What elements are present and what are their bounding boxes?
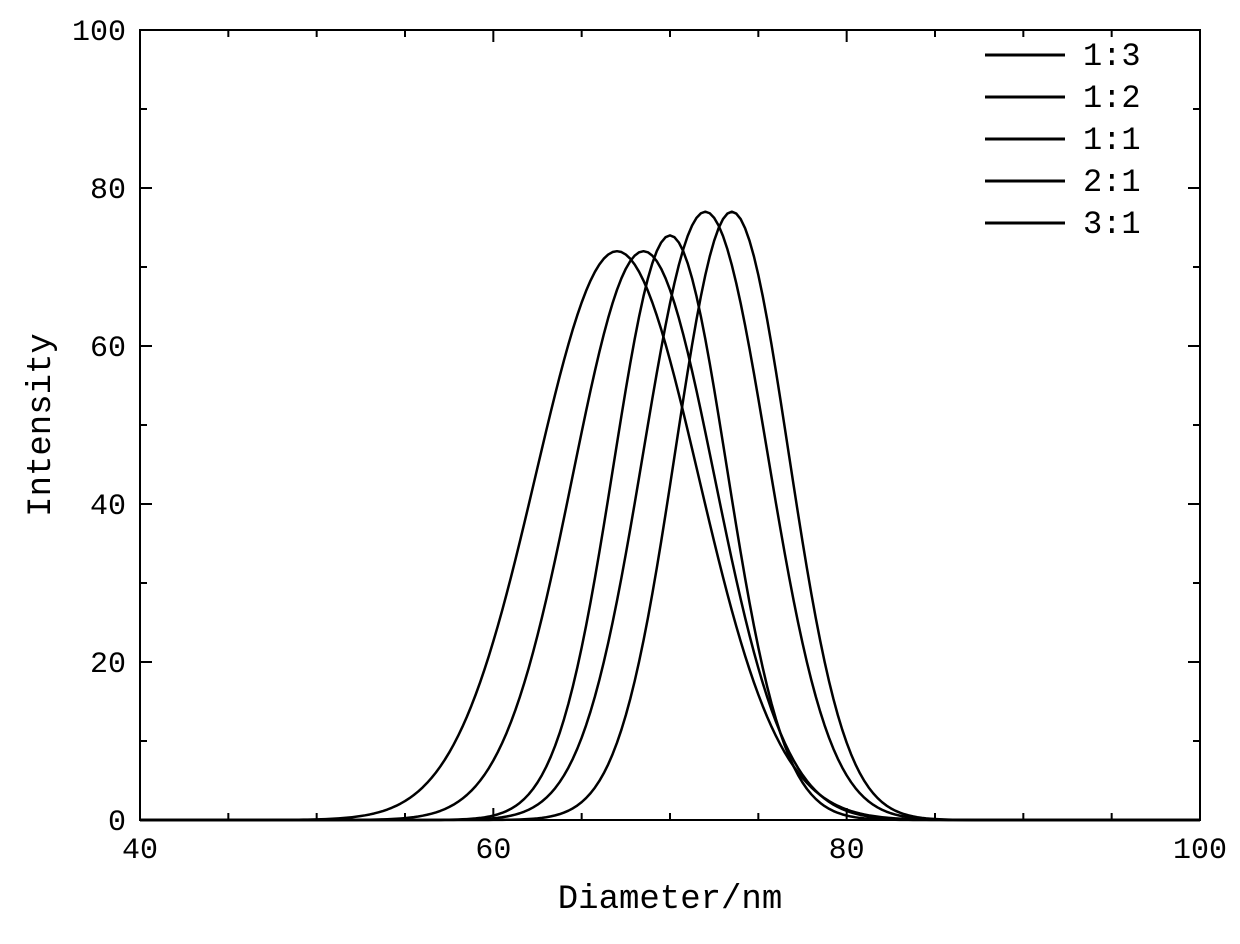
- y-tick-label: 0: [108, 806, 126, 840]
- y-tick-label: 20: [90, 648, 126, 682]
- legend-label-2: 1:1: [1083, 122, 1141, 159]
- y-tick-label: 100: [72, 16, 126, 50]
- series-line-2: [140, 235, 1200, 820]
- legend-label-0: 1:3: [1083, 38, 1141, 75]
- legend-label-3: 2:1: [1083, 164, 1141, 201]
- x-tick-label: 60: [475, 834, 511, 868]
- x-axis-label: Diameter/nm: [558, 881, 782, 919]
- legend-label-1: 1:2: [1083, 80, 1141, 117]
- y-tick-label: 80: [90, 174, 126, 208]
- y-tick-label: 60: [90, 332, 126, 366]
- x-tick-label: 100: [1173, 834, 1227, 868]
- series-line-0: [140, 251, 1200, 820]
- y-axis-label: Intensity: [23, 333, 61, 517]
- x-tick-label: 80: [829, 834, 865, 868]
- series-line-3: [140, 212, 1200, 820]
- legend-label-4: 3:1: [1083, 206, 1141, 243]
- series-line-1: [140, 251, 1200, 820]
- chart-svg: 40 60 80 100 0 20 40 60 80 100 Diameter/nm Intensit…: [0, 0, 1240, 944]
- plot-frame: [140, 30, 1200, 820]
- x-tick-label: 40: [122, 834, 158, 868]
- y-tick-label: 40: [90, 490, 126, 524]
- chart-container: 40 60 80 100 0 20 40 60 80 100 Diameter/nm Intensit…: [0, 0, 1240, 944]
